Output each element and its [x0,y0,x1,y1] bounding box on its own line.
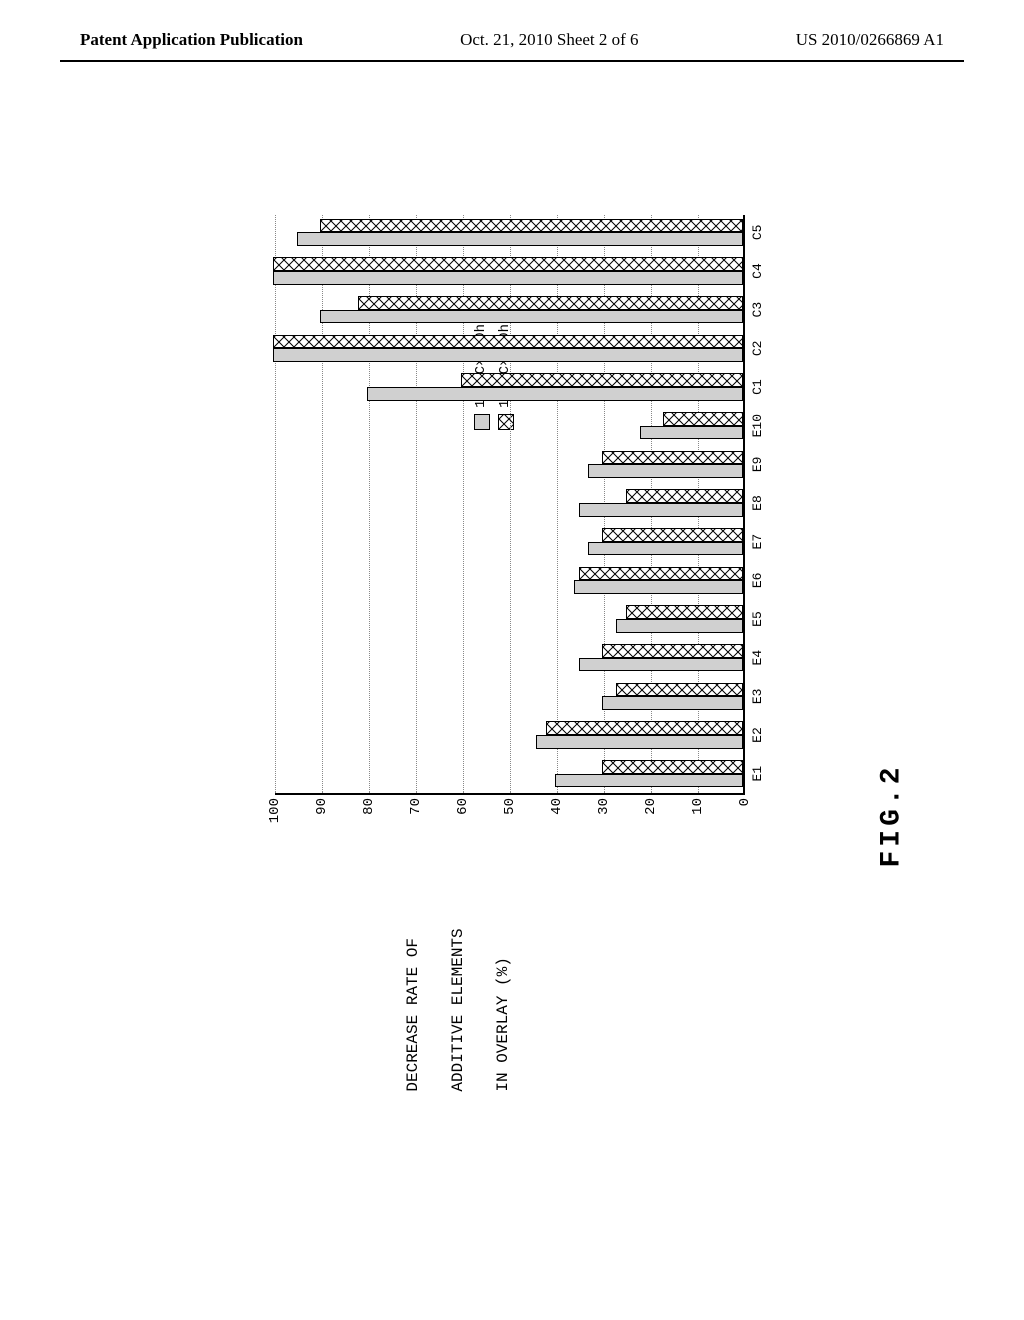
bar-300-C5 [297,232,744,246]
bar-chart: 0 10 20 30 40 50 60 70 80 90 100 E1 E2 E3 E4 E5 E6 E7 E8 E9… [245,175,795,855]
bar-100-E9 [602,451,743,465]
bar-100-E6 [579,567,744,581]
bar-100-C4 [273,257,743,271]
bar-300-E2 [536,735,743,749]
bar-100-E7 [602,528,743,542]
ylabel-line1: DECREASE RATE OF [404,938,422,1092]
ytick-label: 100 [267,798,283,833]
grid-line [322,215,323,793]
header-right: US 2010/0266869 A1 [796,30,944,50]
xtick-label: E2 [750,720,765,750]
xtick-label: E1 [750,759,765,789]
bar-100-C1 [461,373,743,387]
ylabel-line2: ADDITIVE ELEMENTS [449,928,467,1091]
bar-300-E10 [640,426,743,440]
bar-300-E9 [588,464,743,478]
plot-area: 0102030405060708090100E1E2E3E4E5E6E7E8E9… [275,215,745,795]
xtick-label: E6 [750,565,765,595]
ytick-label: 90 [314,798,330,833]
ytick-label: 10 [690,798,706,833]
ytick-label: 70 [408,798,424,833]
y-axis-label: DECREASE RATE OF ADDITIVE ELEMENTS IN OV… [380,928,537,1130]
grid-line [275,215,276,793]
header-divider [60,60,964,62]
xtick-label: E9 [750,449,765,479]
ytick-label: 80 [361,798,377,833]
xtick-label: C2 [750,333,765,363]
bar-100-E1 [602,760,743,774]
bar-300-E5 [616,619,743,633]
xtick-label: E8 [750,488,765,518]
bar-100-C3 [358,296,743,310]
ytick-label: 30 [596,798,612,833]
xtick-label: C5 [750,217,765,247]
bar-100-E10 [663,412,743,426]
figure-label: FIG.2 [877,763,908,867]
figure-area: 150°C×300hr 150°C×100hr 0102030405060708… [120,120,920,1020]
chart-container: 0 10 20 30 40 50 60 70 80 90 100 E1 E2 E3 E4 E5 E6 E7 E8 E9… [245,175,795,855]
xtick-label: E3 [750,681,765,711]
bar-100-E5 [626,605,744,619]
bar-300-E3 [602,696,743,710]
bar-300-E7 [588,542,743,556]
bar-300-C4 [273,271,743,285]
header-left: Patent Application Publication [80,30,303,50]
bar-300-C3 [320,310,743,324]
ytick-label: 20 [643,798,659,833]
ylabel-line3: IN OVERLAY (%) [494,957,512,1091]
bar-300-C1 [367,387,743,401]
ytick-label: 40 [549,798,565,833]
ytick-label: 0 [737,798,753,833]
ytick-label: 50 [502,798,518,833]
xtick-label: C1 [750,372,765,402]
header-center: Oct. 21, 2010 Sheet 2 of 6 [460,30,638,50]
bar-100-E8 [626,489,744,503]
xtick-label: C3 [750,295,765,325]
bar-300-E6 [574,580,743,594]
ytick-label: 60 [455,798,471,833]
bar-100-C2 [273,335,743,349]
bar-100-E2 [546,721,743,735]
xtick-label: E7 [750,527,765,557]
bar-100-C5 [320,219,743,233]
bar-100-E3 [616,683,743,697]
bar-300-E8 [579,503,744,517]
bar-300-C2 [273,348,743,362]
bar-300-E4 [579,658,744,672]
xtick-label: E10 [750,411,765,441]
bar-100-E4 [602,644,743,658]
xtick-label: C4 [750,256,765,286]
xtick-label: E5 [750,604,765,634]
xtick-label: E4 [750,643,765,673]
page-header: Patent Application Publication Oct. 21, … [0,0,1024,60]
bar-300-E1 [555,774,743,788]
